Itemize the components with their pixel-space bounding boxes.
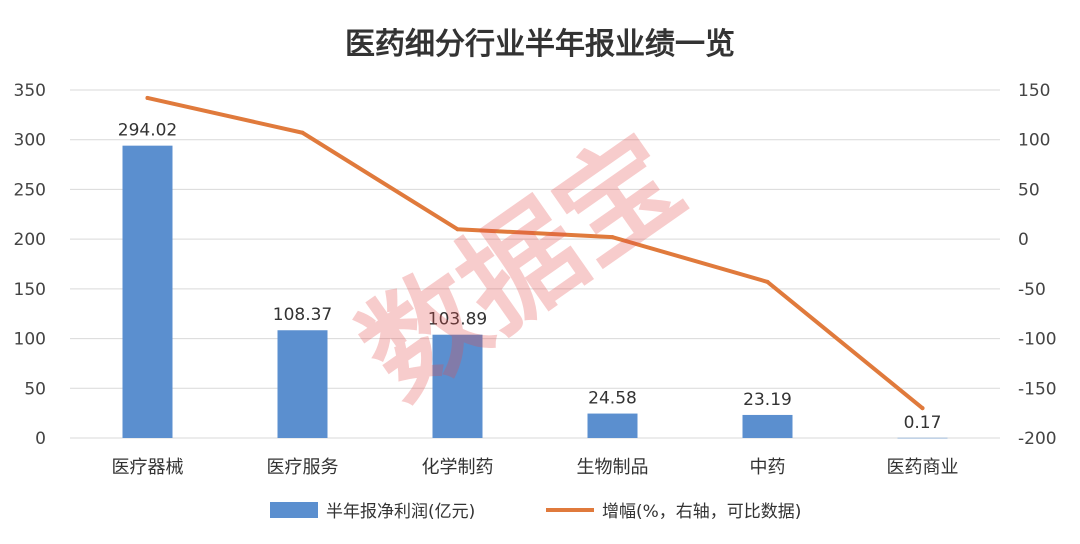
y-left-tick-label: 300 bbox=[14, 131, 46, 151]
y-left-tick-label: 50 bbox=[24, 379, 46, 399]
x-category-label: 医疗器械 bbox=[112, 457, 184, 478]
x-category-label: 生物制品 bbox=[577, 457, 649, 478]
bar-value-label: 103.89 bbox=[428, 310, 487, 330]
y-right-tick-label: -150 bbox=[1018, 379, 1057, 399]
right-axis: 150 100 50 0 -50 -100 -150 -200 bbox=[1018, 81, 1057, 449]
line-point bbox=[610, 235, 615, 240]
y-left-tick-label: 100 bbox=[14, 330, 46, 350]
bar bbox=[277, 330, 328, 438]
category-labels: 医疗器械 医疗服务 化学制药 生物制品 中药 医药商业 bbox=[112, 457, 959, 478]
y-left-tick-label: 350 bbox=[14, 81, 46, 101]
chart-title: 医药细分行业半年报业绩一览 bbox=[345, 27, 735, 62]
line-point bbox=[765, 279, 770, 284]
x-category-label: 医疗服务 bbox=[267, 457, 339, 478]
gridlines bbox=[70, 89, 1000, 439]
x-category-label: 医药商业 bbox=[887, 457, 959, 478]
y-left-tick-label: 0 bbox=[35, 429, 46, 449]
bar-value-label: 294.02 bbox=[118, 121, 177, 141]
growth-line bbox=[145, 95, 925, 411]
y-right-tick-label: -100 bbox=[1018, 330, 1057, 350]
bar bbox=[897, 437, 948, 439]
line-point bbox=[145, 95, 150, 100]
y-left-tick-label: 150 bbox=[14, 280, 46, 300]
line-point bbox=[300, 130, 305, 135]
y-left-tick-label: 200 bbox=[14, 230, 46, 250]
bar bbox=[432, 334, 483, 438]
bar-value-label: 24.58 bbox=[588, 389, 637, 409]
y-right-tick-label: 100 bbox=[1018, 131, 1050, 151]
legend-label-line: 增幅(%，右轴，可比数据) bbox=[602, 502, 801, 522]
bar bbox=[122, 145, 173, 439]
bar-series bbox=[122, 145, 948, 439]
legend: 半年报净利润(亿元) 增幅(%，右轴，可比数据) bbox=[270, 502, 801, 522]
watermark: 数据宝 bbox=[337, 108, 706, 424]
y-right-tick-label: -50 bbox=[1018, 280, 1046, 300]
line-point bbox=[455, 227, 460, 232]
x-category-label: 中药 bbox=[750, 457, 786, 478]
bar bbox=[742, 414, 793, 438]
left-axis: 350 300 250 200 150 100 50 0 bbox=[14, 81, 46, 449]
y-right-tick-label: 50 bbox=[1018, 180, 1040, 200]
line-series bbox=[145, 95, 925, 411]
line-point bbox=[920, 406, 925, 411]
y-right-tick-label: -200 bbox=[1018, 429, 1057, 449]
legend-label-bar: 半年报净利润(亿元) bbox=[326, 502, 475, 522]
y-left-tick-label: 250 bbox=[14, 180, 46, 200]
bar-value-label: 108.37 bbox=[273, 305, 332, 325]
y-right-tick-label: 150 bbox=[1018, 81, 1050, 101]
bar-value-label: 0.17 bbox=[904, 413, 942, 433]
bar bbox=[587, 413, 638, 438]
x-category-label: 化学制药 bbox=[422, 457, 494, 478]
bar-value-label: 23.19 bbox=[743, 390, 792, 410]
data-labels: 294.02 108.37 103.89 24.58 23.19 0.17 bbox=[118, 121, 942, 433]
legend-swatch-bar bbox=[270, 502, 318, 518]
y-right-tick-label: 0 bbox=[1018, 230, 1029, 250]
